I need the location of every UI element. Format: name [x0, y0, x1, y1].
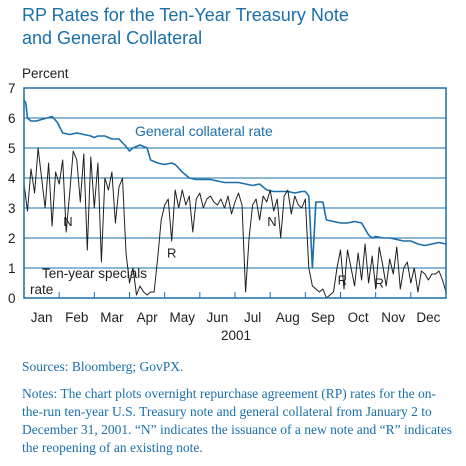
- x-axis-year-label: 2001: [221, 328, 251, 343]
- chart-title: RP Rates for the Ten-Year Treasury Note …: [22, 4, 452, 50]
- x-tick-labels: Jan Feb Mar Apr May Jun Jul Aug Sep Oct Nov Dec: [31, 292, 441, 325]
- title-line-1: RP Rates for the Ten-Year Treasury Note: [22, 5, 349, 25]
- plot-frame: [23, 87, 447, 299]
- y-tick-labels: 0 1 2 3 4 5 6 7: [8, 81, 16, 306]
- x-tick-dec: Dec: [416, 310, 440, 325]
- notes-block: Sources: Bloomberg; GovPX. Notes: The ch…: [22, 358, 452, 466]
- x-tick-feb: Feb: [65, 310, 88, 325]
- annotation-r-4: R: [338, 273, 347, 288]
- title-line-2: and General Collateral: [22, 28, 203, 48]
- x-tick-jan: Jan: [31, 310, 53, 325]
- y-tick-5: 5: [8, 141, 16, 156]
- y-tick-1: 1: [8, 261, 16, 276]
- notes-text: Notes: The chart plots overnight repurch…: [22, 386, 452, 455]
- x-tick-sep: Sep: [311, 310, 335, 325]
- annotation-r-2: R: [167, 246, 176, 261]
- x-tick-aug: Aug: [276, 310, 300, 325]
- specials-series-label-line-2: rate: [30, 282, 53, 297]
- gc-rate-line: [23, 99, 447, 269]
- annotations: N R N R R: [63, 214, 384, 291]
- y-tick-6: 6: [8, 111, 16, 126]
- x-tick-may: May: [169, 310, 195, 325]
- x-tick-apr: Apr: [137, 310, 159, 325]
- y-tick-0: 0: [8, 291, 16, 306]
- specials-rate-line: [23, 147, 447, 299]
- specials-series-label-line-1: Ten-year specials: [42, 266, 147, 281]
- x-tick-jul: Jul: [244, 310, 261, 325]
- y-tick-2: 2: [8, 231, 16, 246]
- x-tick-nov: Nov: [381, 310, 405, 325]
- annotation-r-5: R: [374, 276, 383, 291]
- y-tick-7: 7: [8, 81, 16, 96]
- x-tick-oct: Oct: [348, 310, 369, 325]
- annotation-n-1: N: [63, 214, 72, 229]
- x-tick-mar: Mar: [100, 310, 124, 325]
- y-tick-3: 3: [8, 201, 16, 216]
- series-lines: [23, 99, 447, 299]
- y-axis-label: Percent: [22, 66, 69, 81]
- rp-rates-chart: Percent 0 1 2 3 4 5 6 7 Jan Feb Mar Apr May Jun Jul Au…: [8, 66, 447, 343]
- sources-text: Sources: Bloomberg; GovPX.: [22, 359, 184, 374]
- y-tick-4: 4: [8, 171, 16, 186]
- x-tick-jun: Jun: [207, 310, 229, 325]
- annotation-n-3: N: [267, 214, 276, 229]
- gc-series-label: General collateral rate: [135, 123, 273, 139]
